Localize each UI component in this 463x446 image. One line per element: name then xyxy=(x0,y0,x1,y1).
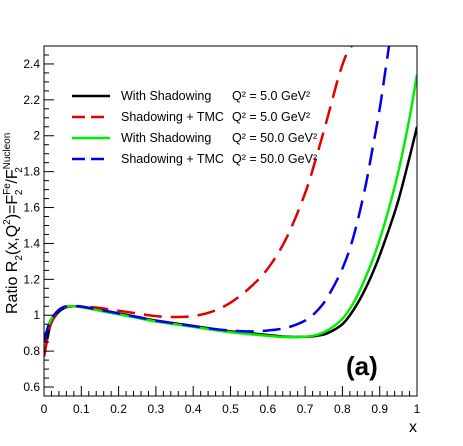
y-tick-label: 2.4 xyxy=(23,57,40,71)
legend-q2-label-2: Q² = 5.0 GeV² xyxy=(232,110,310,124)
y-tick-label: 1.2 xyxy=(23,272,40,286)
x-tick-label: 1 xyxy=(414,402,421,416)
y-tick-label: 2 xyxy=(33,129,40,143)
legend-label-4: Shadowing + TMC xyxy=(121,152,224,166)
x-tick-label: 0.1 xyxy=(73,402,90,416)
legend: With Shadowing Q² = 5.0 GeV² Shadowing + T… xyxy=(72,89,317,166)
x-tick-label: 0.3 xyxy=(148,402,165,416)
legend-label-3: With Shadowing xyxy=(121,131,211,145)
y-tick-label: 1.4 xyxy=(23,236,40,250)
legend-label-1: With Shadowing xyxy=(121,89,211,103)
y-tick-label: 0.6 xyxy=(23,380,40,394)
legend-q2-label-4: Q² = 50.0 GeV² xyxy=(232,152,317,166)
x-tick-label: 0.5 xyxy=(222,402,239,416)
legend-q2-label-3: Q² = 50.0 GeV² xyxy=(232,131,317,145)
x-tick-label: 0.6 xyxy=(259,402,276,416)
panel-label: (a) xyxy=(346,351,378,381)
y-tick-label: 0.8 xyxy=(23,344,40,358)
x-tick-label: 0 xyxy=(41,402,48,416)
x-tick-label: 0.9 xyxy=(371,402,388,416)
y-tick-label: 1 xyxy=(33,308,40,322)
x-tick-label: 0.4 xyxy=(185,402,202,416)
series-line-3 xyxy=(44,74,417,343)
series-line-4 xyxy=(44,46,391,343)
legend-q2-label-1: Q² = 5.0 GeV² xyxy=(232,89,310,103)
legend-label-2: Shadowing + TMC xyxy=(121,110,224,124)
x-axis-title: x xyxy=(409,419,417,436)
x-tick-label: 0.8 xyxy=(334,402,351,416)
y-tick-label: 2.2 xyxy=(23,93,40,107)
x-tick-label: 0.7 xyxy=(297,402,314,416)
ticks-layer: 0 0.1 0.2 0.3 0.4 0.5 0.6 0.7 0.8 0.9 1 0.6 0.8 1 1.2 1… xyxy=(23,45,421,416)
y-tick-label: 1.6 xyxy=(23,201,40,215)
series-layer xyxy=(44,46,417,357)
x-tick-label: 0.2 xyxy=(110,402,127,416)
y-tick-label: 1.8 xyxy=(23,165,40,179)
